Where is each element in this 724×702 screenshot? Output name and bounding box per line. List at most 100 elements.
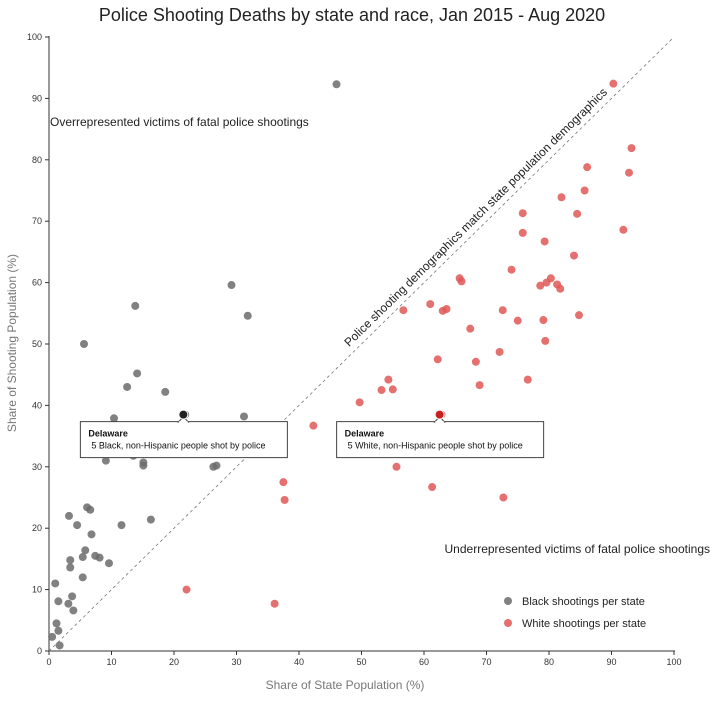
white-shooting-point[interactable]: [536, 281, 545, 290]
black-shooting-point[interactable]: [66, 556, 75, 565]
white-shooting-point[interactable]: [540, 237, 549, 246]
black-highlight-point[interactable]: [178, 409, 189, 420]
y-tick-label: 100: [27, 32, 42, 42]
black-shooting-point[interactable]: [146, 515, 155, 524]
black-shooting-point[interactable]: [73, 521, 82, 530]
white-shooting-point[interactable]: [280, 495, 289, 504]
white-shooting-point[interactable]: [457, 277, 466, 286]
white-shooting-point[interactable]: [433, 355, 442, 364]
y-tick-label: 10: [32, 585, 42, 595]
white-shooting-point[interactable]: [570, 251, 578, 260]
y-tick-label: 20: [32, 523, 42, 533]
x-tick-label: 20: [169, 657, 179, 667]
white-shooting-point[interactable]: [279, 478, 288, 487]
black-shooting-point[interactable]: [66, 563, 75, 572]
axes: 0 10 20 30 40 50 60 70 80 90 100 0 10 20 30 40 50 60 70 80 9…: [27, 32, 682, 667]
black-shooting-point[interactable]: [101, 456, 110, 465]
white-shooting-point[interactable]: [475, 381, 484, 390]
white-shooting-point[interactable]: [399, 306, 408, 315]
white-shooting-point[interactable]: [523, 375, 532, 384]
black-shooting-point[interactable]: [161, 387, 170, 396]
white-shooting-point[interactable]: [573, 209, 582, 218]
x-tick-label: 30: [231, 657, 241, 667]
black-shooting-point[interactable]: [240, 412, 248, 421]
parity-line-label: Police shooting demographics match state…: [341, 85, 610, 349]
x-tick-label: 60: [419, 657, 429, 667]
white-shooting-point[interactable]: [309, 421, 318, 430]
black-shooting-point[interactable]: [105, 559, 113, 568]
black-shooting-point[interactable]: [69, 606, 78, 615]
white-shooting-point[interactable]: [627, 144, 636, 153]
y-tick-label: 80: [32, 155, 42, 165]
black-shooting-point[interactable]: [80, 340, 88, 348]
white-shooting-point[interactable]: [499, 493, 508, 502]
black-shooting-point[interactable]: [212, 461, 221, 470]
black-tooltip-box: [79, 421, 288, 459]
white-legend-marker: [504, 619, 512, 627]
black-shooting-point[interactable]: [86, 505, 95, 514]
white-shooting-point[interactable]: [377, 386, 386, 395]
black-shooting-point[interactable]: [117, 521, 126, 530]
white-shooting-point[interactable]: [182, 585, 191, 594]
black-shooting-point[interactable]: [81, 546, 90, 555]
black-shooting-point[interactable]: [243, 311, 252, 320]
white-shooting-point[interactable]: [442, 305, 451, 314]
white-shooting-point[interactable]: [392, 462, 401, 471]
white-shooting-point[interactable]: [513, 316, 522, 325]
black-shooting-point[interactable]: [133, 369, 142, 378]
black-shooting-point[interactable]: [332, 80, 341, 89]
black-shooting-point[interactable]: [78, 573, 87, 582]
white-shooting-point[interactable]: [471, 357, 480, 366]
white-highlight-point[interactable]: [434, 409, 445, 420]
black-tooltip-state: Delaware: [88, 429, 128, 439]
black-shooting-point[interactable]: [55, 641, 64, 650]
white-shooting-point[interactable]: [557, 193, 566, 202]
white-shooting-point[interactable]: [498, 306, 507, 315]
black-legend-marker: [504, 597, 512, 605]
black-shooting-point[interactable]: [123, 382, 132, 391]
black-shooting-point[interactable]: [54, 597, 63, 606]
x-tick-label: 40: [294, 657, 304, 667]
black-shooting-point[interactable]: [48, 632, 57, 641]
white-shooting-point[interactable]: [507, 265, 516, 274]
white-shooting-point[interactable]: [518, 209, 527, 218]
white-shooting-point[interactable]: [609, 79, 618, 88]
black-shooting-point[interactable]: [110, 414, 118, 423]
white-legend-label: White shootings per state: [522, 618, 646, 630]
white-shooting-point[interactable]: [355, 398, 364, 407]
black-shooting-point[interactable]: [95, 553, 104, 562]
black-shooting-point[interactable]: [68, 592, 77, 601]
white-shooting-point[interactable]: [556, 284, 565, 293]
underrepresented-annotation: Underrepresented victims of fatal police…: [445, 542, 710, 556]
white-shooting-point[interactable]: [541, 336, 550, 345]
white-shooting-point[interactable]: [426, 300, 435, 309]
white-shooting-point[interactable]: [428, 483, 437, 492]
x-tick-label: 10: [106, 657, 116, 667]
white-shooting-point[interactable]: [384, 375, 393, 384]
black-shooting-point[interactable]: [227, 281, 236, 290]
black-shooting-point[interactable]: [64, 599, 73, 608]
white-shooting-point[interactable]: [518, 228, 527, 237]
x-tick-label: 100: [666, 657, 681, 667]
white-shooting-point[interactable]: [546, 274, 555, 283]
white-shooting-point[interactable]: [270, 599, 279, 608]
white-shooting-point[interactable]: [575, 311, 583, 320]
black-shooting-point[interactable]: [139, 461, 148, 470]
white-shooting-point[interactable]: [466, 324, 475, 333]
black-shooting-point[interactable]: [65, 511, 73, 520]
white-shooting-point[interactable]: [619, 225, 628, 234]
white-shooting-point[interactable]: [495, 347, 504, 356]
black-shooting-point[interactable]: [87, 530, 96, 539]
black-shooting-point[interactable]: [54, 626, 63, 635]
white-shooting-point[interactable]: [388, 385, 397, 394]
white-shooting-point[interactable]: [539, 316, 548, 325]
white-shooting-point[interactable]: [625, 168, 633, 177]
white-tooltip-state: Delaware: [345, 429, 385, 439]
white-shooting-point[interactable]: [583, 163, 592, 172]
white-shooting-point[interactable]: [580, 186, 589, 195]
black-shooting-point[interactable]: [78, 553, 87, 562]
black-shooting-point[interactable]: [52, 619, 61, 628]
black-shooting-point[interactable]: [131, 301, 140, 310]
black-shooting-point[interactable]: [51, 579, 60, 588]
data-points: [48, 79, 636, 650]
